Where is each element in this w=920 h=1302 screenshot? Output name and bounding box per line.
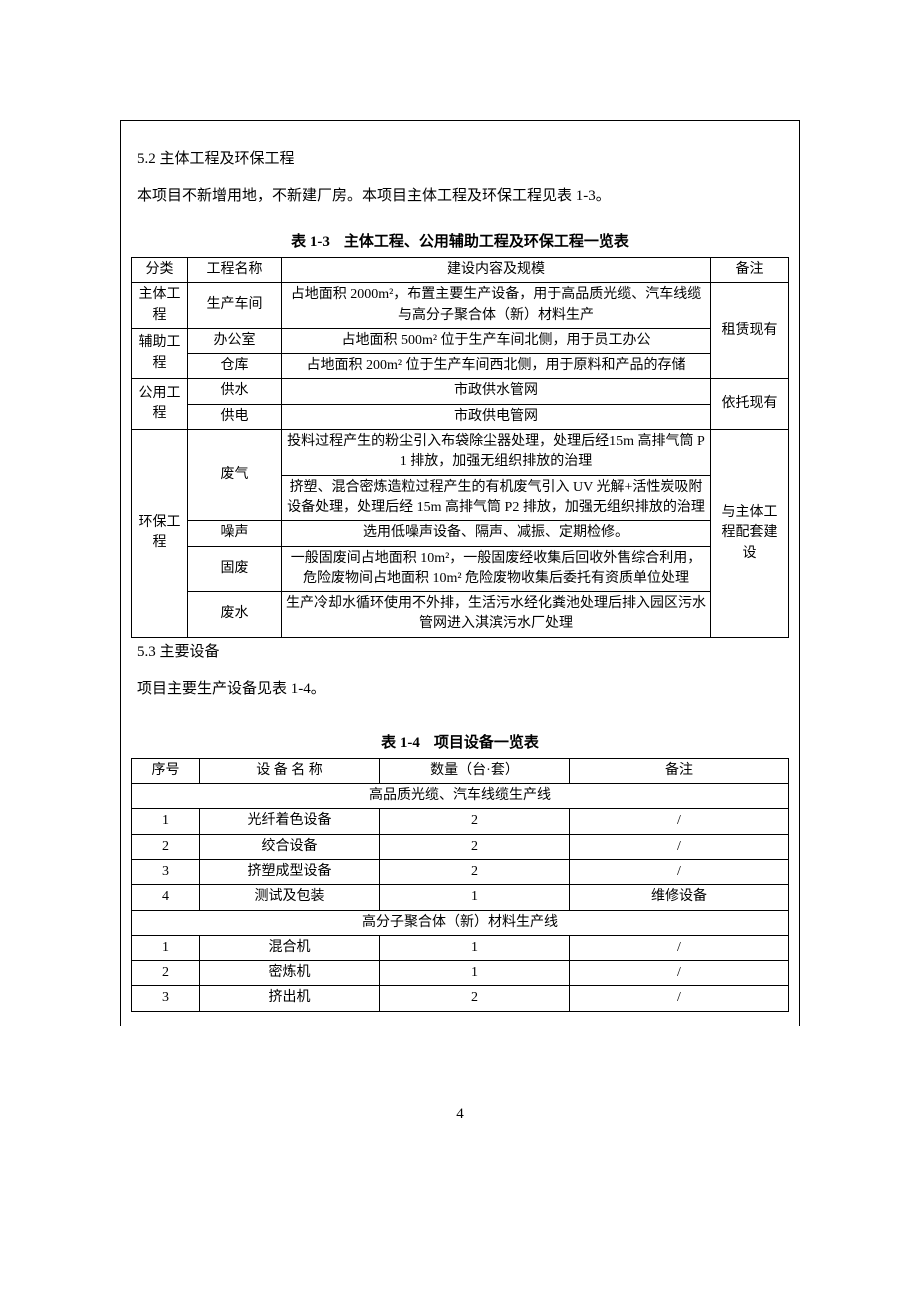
th-qty: 数量（台·套） — [380, 758, 570, 783]
cell-content: 占地面积 2000m²，布置主要生产设备，用于高品质光缆、汽车线缆与高分子聚合体… — [282, 283, 711, 329]
table1: 分类 工程名称 建设内容及规模 备注 主体工程 生产车间 占地面积 2000m²… — [131, 257, 789, 638]
cell-qty: 1 — [380, 935, 570, 960]
th-name: 工程名称 — [188, 258, 282, 283]
cell-name: 供电 — [188, 404, 282, 429]
cell-seq: 2 — [132, 961, 200, 986]
cell-name: 挤出机 — [200, 986, 380, 1011]
th-seq: 序号 — [132, 758, 200, 783]
table-row: 2 绞合设备 2 / — [132, 834, 789, 859]
page-number: 4 — [0, 1106, 920, 1123]
cell-content: 市政供电管网 — [282, 404, 711, 429]
cell-seq: 2 — [132, 834, 200, 859]
table-row: 分类 工程名称 建设内容及规模 备注 — [132, 258, 789, 283]
cell-seq: 1 — [132, 935, 200, 960]
table-row: 1 混合机 1 / — [132, 935, 789, 960]
cell-qty: 1 — [380, 885, 570, 910]
cell-name: 仓库 — [188, 354, 282, 379]
cell-remark: 与主体工程配套建设 — [711, 430, 789, 638]
table-row: 主体工程 生产车间 占地面积 2000m²，布置主要生产设备，用于高品质光缆、汽… — [132, 283, 789, 329]
table-row: 高品质光缆、汽车线缆生产线 — [132, 784, 789, 809]
cell-category: 公用工程 — [132, 379, 188, 430]
table-row: 噪声 选用低噪声设备、隔声、减振、定期检修。 — [132, 521, 789, 546]
th-name: 设 备 名 称 — [200, 758, 380, 783]
cell-remark: / — [570, 859, 789, 884]
cell-remark: / — [570, 809, 789, 834]
table-row: 公用工程 供水 市政供水管网 依托现有 — [132, 379, 789, 404]
th-category: 分类 — [132, 258, 188, 283]
content-frame: 5.2 主体工程及环保工程 本项目不新增用地，不新建厂房。本项目主体工程及环保工… — [120, 120, 800, 1026]
cell-qty: 2 — [380, 834, 570, 859]
group-title-1: 高品质光缆、汽车线缆生产线 — [132, 784, 789, 809]
cell-content: 投料过程产生的粉尘引入布袋除尘器处理，处理后经15m 高排气筒 P1 排放，加强… — [282, 430, 711, 476]
th-remark: 备注 — [711, 258, 789, 283]
table2-caption-label: 表 1-4 — [381, 735, 420, 751]
cell-content: 占地面积 500m² 位于生产车间北侧，用于员工办公 — [282, 328, 711, 353]
cell-remark: / — [570, 834, 789, 859]
cell-name: 废气 — [188, 430, 282, 521]
cell-content: 一般固废间占地面积 10m²，一般固废经收集后回收外售综合利用，危险废物间占地面… — [282, 546, 711, 592]
cell-seq: 4 — [132, 885, 200, 910]
group-title-2: 高分子聚合体（新）材料生产线 — [132, 910, 789, 935]
table-row: 高分子聚合体（新）材料生产线 — [132, 910, 789, 935]
cell-remark: 租赁现有 — [711, 283, 789, 379]
cell-name: 绞合设备 — [200, 834, 380, 859]
cell-seq: 3 — [132, 986, 200, 1011]
table-row: 仓库 占地面积 200m² 位于生产车间西北侧，用于原料和产品的存储 — [132, 354, 789, 379]
cell-qty: 2 — [380, 809, 570, 834]
page: 5.2 主体工程及环保工程 本项目不新增用地，不新建厂房。本项目主体工程及环保工… — [0, 0, 920, 1163]
cell-name: 废水 — [188, 592, 282, 638]
cell-qty: 1 — [380, 961, 570, 986]
cell-content: 挤塑、混合密炼造粒过程产生的有机废气引入 UV 光解+活性炭吸附设备处理，处理后… — [282, 475, 711, 521]
table-row: 4 测试及包装 1 维修设备 — [132, 885, 789, 910]
table-row: 1 光纤着色设备 2 / — [132, 809, 789, 834]
table2-caption-title: 项目设备一览表 — [434, 735, 539, 751]
cell-name: 测试及包装 — [200, 885, 380, 910]
table-row: 2 密炼机 1 / — [132, 961, 789, 986]
cell-name: 办公室 — [188, 328, 282, 353]
cell-qty: 2 — [380, 859, 570, 884]
cell-name: 供水 — [188, 379, 282, 404]
cell-name: 固废 — [188, 546, 282, 592]
section-body-5-2: 本项目不新增用地，不新建厂房。本项目主体工程及环保工程见表 1-3。 — [137, 184, 789, 208]
table-row: 序号 设 备 名 称 数量（台·套） 备注 — [132, 758, 789, 783]
cell-category: 环保工程 — [132, 430, 188, 638]
cell-content: 占地面积 200m² 位于生产车间西北侧，用于原料和产品的存储 — [282, 354, 711, 379]
table-row: 3 挤塑成型设备 2 / — [132, 859, 789, 884]
cell-seq: 1 — [132, 809, 200, 834]
table1-caption-label: 表 1-3 — [291, 234, 330, 250]
cell-remark: / — [570, 961, 789, 986]
cell-content: 市政供水管网 — [282, 379, 711, 404]
cell-remark: / — [570, 986, 789, 1011]
section-heading-5-2: 5.2 主体工程及环保工程 — [137, 147, 789, 168]
section-body-5-3: 项目主要生产设备见表 1-4。 — [137, 677, 789, 701]
cell-name: 混合机 — [200, 935, 380, 960]
cell-category: 主体工程 — [132, 283, 188, 329]
cell-name: 光纤着色设备 — [200, 809, 380, 834]
table1-caption: 表 1-3 主体工程、公用辅助工程及环保工程一览表 — [131, 230, 789, 251]
table2: 序号 设 备 名 称 数量（台·套） 备注 高品质光缆、汽车线缆生产线 1 光纤… — [131, 758, 789, 1012]
table-row: 废水 生产冷却水循环使用不外排，生活污水经化粪池处理后排入园区污水管网进入淇滨污… — [132, 592, 789, 638]
cell-name: 生产车间 — [188, 283, 282, 329]
cell-content: 生产冷却水循环使用不外排，生活污水经化粪池处理后排入园区污水管网进入淇滨污水厂处… — [282, 592, 711, 638]
th-content: 建设内容及规模 — [282, 258, 711, 283]
table-row: 辅助工程 办公室 占地面积 500m² 位于生产车间北侧，用于员工办公 — [132, 328, 789, 353]
table-row: 3 挤出机 2 / — [132, 986, 789, 1011]
cell-name: 噪声 — [188, 521, 282, 546]
cell-name: 密炼机 — [200, 961, 380, 986]
cell-seq: 3 — [132, 859, 200, 884]
th-remark: 备注 — [570, 758, 789, 783]
cell-qty: 2 — [380, 986, 570, 1011]
table-row: 固废 一般固废间占地面积 10m²，一般固废经收集后回收外售综合利用，危险废物间… — [132, 546, 789, 592]
cell-remark: 依托现有 — [711, 379, 789, 430]
table2-caption: 表 1-4 项目设备一览表 — [131, 731, 789, 752]
table1-caption-title: 主体工程、公用辅助工程及环保工程一览表 — [344, 234, 629, 250]
cell-content: 选用低噪声设备、隔声、减振、定期检修。 — [282, 521, 711, 546]
cell-name: 挤塑成型设备 — [200, 859, 380, 884]
cell-remark: 维修设备 — [570, 885, 789, 910]
section-heading-5-3: 5.3 主要设备 — [137, 640, 789, 661]
table-row: 供电 市政供电管网 — [132, 404, 789, 429]
table-row: 环保工程 废气 投料过程产生的粉尘引入布袋除尘器处理，处理后经15m 高排气筒 … — [132, 430, 789, 476]
cell-remark: / — [570, 935, 789, 960]
cell-category: 辅助工程 — [132, 328, 188, 379]
